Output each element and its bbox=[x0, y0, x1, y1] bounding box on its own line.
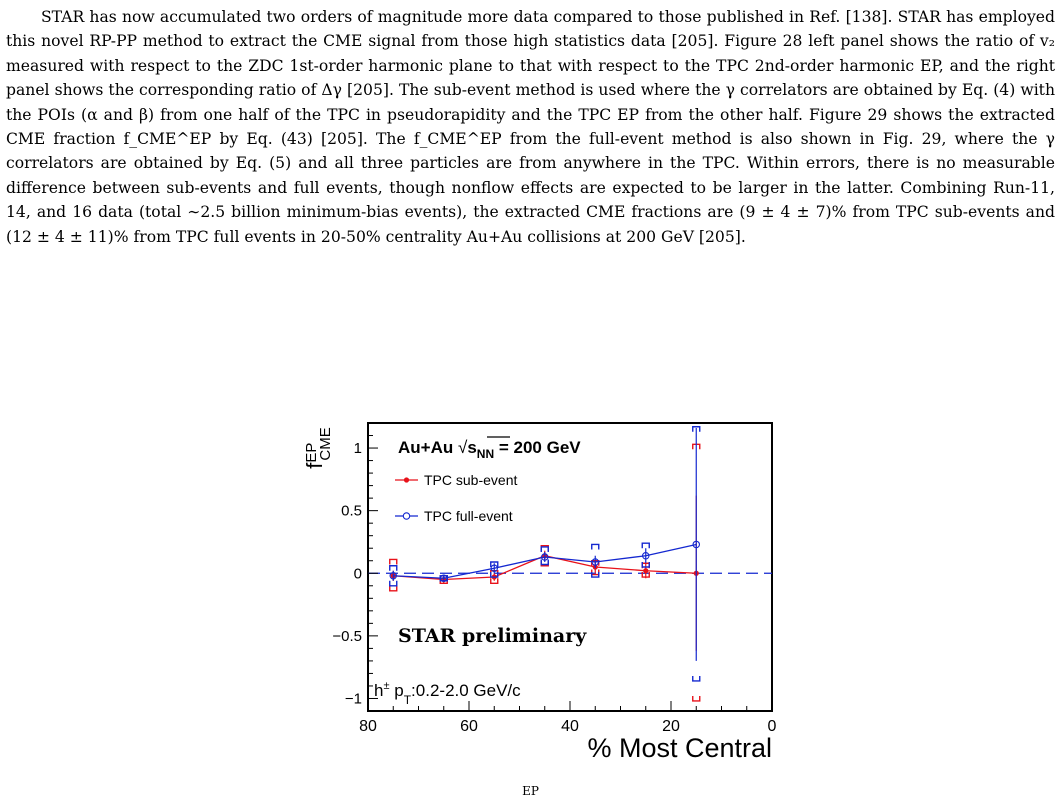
x-tick-label: 20 bbox=[662, 718, 680, 735]
y-tick-label: −1 bbox=[345, 690, 362, 707]
x-tick-label: 80 bbox=[359, 718, 377, 735]
legend-label-2: TPC full-event bbox=[424, 508, 513, 524]
legend-marker-2 bbox=[402, 512, 411, 520]
x-tick-label: 40 bbox=[561, 718, 579, 735]
body-paragraph: STAR has now accumulated two orders of m… bbox=[6, 5, 1055, 249]
sys-bracket-bottom bbox=[389, 580, 398, 587]
y-tick-label: 0.5 bbox=[341, 503, 362, 520]
sys-bracket-bottom bbox=[591, 569, 600, 576]
data-series bbox=[389, 426, 701, 702]
sys-bracket-top bbox=[389, 558, 398, 565]
star-preliminary-label: STAR preliminary bbox=[398, 625, 587, 647]
sys-bracket-top bbox=[641, 542, 650, 549]
y-tick-label: −0.5 bbox=[332, 628, 362, 645]
caption-text: EP bbox=[522, 784, 539, 798]
sys-bracket-bottom bbox=[540, 559, 549, 566]
pt-range-label: h± pT:0.2-2.0 GeV/c bbox=[374, 680, 521, 707]
axis-ticks bbox=[367, 435, 773, 711]
x-tick-label: 0 bbox=[768, 718, 777, 735]
y-axis-label: fEPCME bbox=[302, 427, 334, 468]
sys-bracket-bottom bbox=[692, 695, 701, 702]
sys-bracket-bottom bbox=[490, 578, 499, 584]
sys-bracket-bottom bbox=[591, 572, 600, 578]
sys-bracket-top bbox=[389, 565, 398, 571]
data-point bbox=[591, 558, 599, 566]
figure-caption-fragment: EP bbox=[0, 784, 1061, 804]
chart-title: Au+Au √sNN = 200 GeV bbox=[398, 438, 581, 461]
y-tick-label: 1 bbox=[354, 440, 362, 457]
x-axis-label: % Most Central bbox=[587, 733, 772, 763]
sys-bracket-top bbox=[591, 543, 600, 550]
sys-bracket-top bbox=[490, 561, 499, 567]
data-point bbox=[490, 564, 498, 573]
sys-bracket-bottom bbox=[389, 585, 398, 592]
data-point bbox=[540, 553, 549, 561]
plot-border bbox=[367, 422, 773, 712]
sys-bracket-top bbox=[540, 546, 549, 552]
x-tick-label: 60 bbox=[460, 718, 478, 735]
data-point bbox=[389, 572, 397, 580]
data-point bbox=[643, 568, 649, 574]
sys-bracket-bottom bbox=[692, 675, 701, 682]
sys-bracket-bottom bbox=[490, 572, 499, 578]
legend-marker-1 bbox=[403, 477, 410, 483]
y-tick-label: 0 bbox=[354, 565, 362, 582]
data-point bbox=[641, 551, 650, 560]
sys-bracket-top bbox=[692, 426, 701, 432]
sys-bracket-bottom bbox=[641, 562, 650, 568]
data-point bbox=[439, 574, 448, 583]
plot-text: 80 60 40 20 0 1 0.5 0 −0.5 −1 fEPCME % Most Central… bbox=[302, 427, 777, 763]
legend-label-1: TPC sub-event bbox=[424, 472, 517, 488]
paragraph-text: STAR has now accumulated two orders of m… bbox=[6, 8, 1055, 246]
plot-frame bbox=[367, 422, 773, 712]
data-point bbox=[692, 540, 700, 549]
